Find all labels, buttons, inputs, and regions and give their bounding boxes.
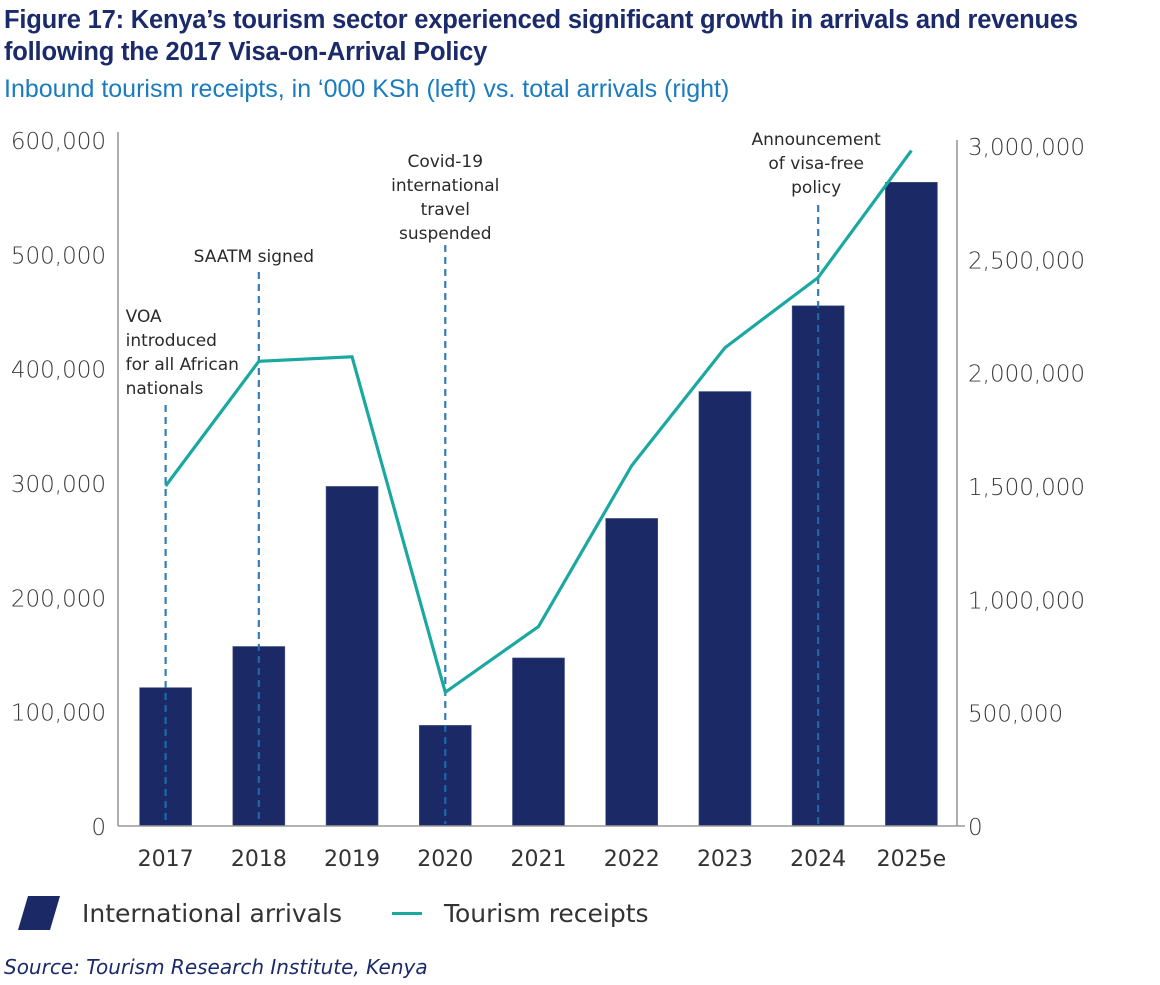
x-axis-ticks: 2017 2018 2019 2020 2021 2022 2023 2024 2025e [138, 847, 947, 872]
annotation-line-text: policy [791, 178, 841, 198]
right-tick-label: 3,000,000 [968, 135, 1085, 161]
legend-line-swatch-icon [391, 911, 422, 915]
left-tick-label: 0 [91, 815, 106, 841]
left-tick-label: 400,000 [11, 358, 106, 384]
annotation-line-text: of visa-free [768, 154, 864, 174]
left-tick-label: 200,000 [11, 586, 106, 612]
x-tick-label: 2020 [417, 847, 473, 872]
bar-2021 [512, 657, 565, 827]
annotation-line-text: VOA [126, 307, 162, 327]
annotation-text-2018: SAATM signed [194, 247, 314, 267]
annotation-line-text: international [391, 176, 499, 196]
bar-2019 [325, 486, 379, 827]
source-note: Source: Tourism Research Institute, Keny… [4, 955, 428, 979]
x-tick-label: 2018 [231, 847, 287, 872]
legend: International arrivals Tourism receipts [10, 888, 649, 938]
left-tick-label: 500,000 [11, 243, 106, 269]
annotation-line-text: SAATM signed [194, 247, 314, 267]
bar-2025e [885, 182, 938, 827]
annotation-line-text: Announcement [751, 130, 881, 150]
annotation-line-text: for all African [126, 355, 239, 375]
annotation-line-text: introduced [126, 331, 217, 351]
annotation-text-2024: Announcement of visa-free policy [751, 130, 881, 198]
x-tick-label: 2017 [138, 847, 194, 872]
left-tick-label: 100,000 [11, 701, 106, 727]
legend-label-arrivals: International arrivals [82, 898, 342, 928]
chart-subtitle: Inbound tourism receipts, in ‘000 KSh (l… [4, 75, 730, 103]
annotation-lines-front [164, 205, 820, 824]
right-tick-label: 0 [968, 815, 983, 841]
right-tick-label: 1,000,000 [968, 588, 1085, 614]
annotation-line-text: suspended [399, 224, 492, 244]
bar-2023 [698, 391, 752, 827]
annotation-line-text: Covid-19 [407, 152, 483, 172]
annotation-line-text: travel [421, 200, 470, 220]
x-tick-label: 2022 [604, 847, 660, 872]
right-tick-label: 2,000,000 [968, 362, 1085, 388]
bar-2022 [605, 518, 659, 827]
axes [117, 132, 965, 827]
left-tick-label: 600,000 [11, 129, 106, 155]
left-tick-label: 300,000 [11, 472, 106, 498]
chart-title: Figure 17: Kenya’s tourism sector experi… [4, 6, 1078, 66]
annotation-text-2020: Covid-19 international travel suspended [391, 152, 499, 244]
right-tick-label: 500,000 [968, 702, 1063, 728]
legend-label-receipts: Tourism receipts [443, 898, 649, 928]
right-tick-label: 2,500,000 [968, 248, 1085, 274]
annotation-texts: VOA introduced for all African nationals SAA… [126, 130, 882, 399]
x-tick-label: 2019 [324, 847, 380, 872]
left-axis-ticks: 0 100,000 200,000 300,000 400,000 500,000 600,… [11, 129, 106, 841]
legend-bar-swatch-icon [18, 896, 60, 930]
x-tick-label: 2021 [511, 847, 567, 872]
annotation-text-2017: VOA introduced for all African nationals [126, 307, 239, 399]
right-tick-label: 1,500,000 [968, 475, 1085, 501]
right-axis-ticks: 0 500,000 1,000,000 1,500,000 2,000,000 2,500… [968, 135, 1085, 841]
x-tick-label: 2023 [697, 847, 753, 872]
annotation-line-text: nationals [126, 379, 204, 399]
x-tick-label: 2025e [877, 847, 947, 872]
x-tick-label: 2024 [790, 847, 846, 872]
line-series [164, 149, 913, 695]
